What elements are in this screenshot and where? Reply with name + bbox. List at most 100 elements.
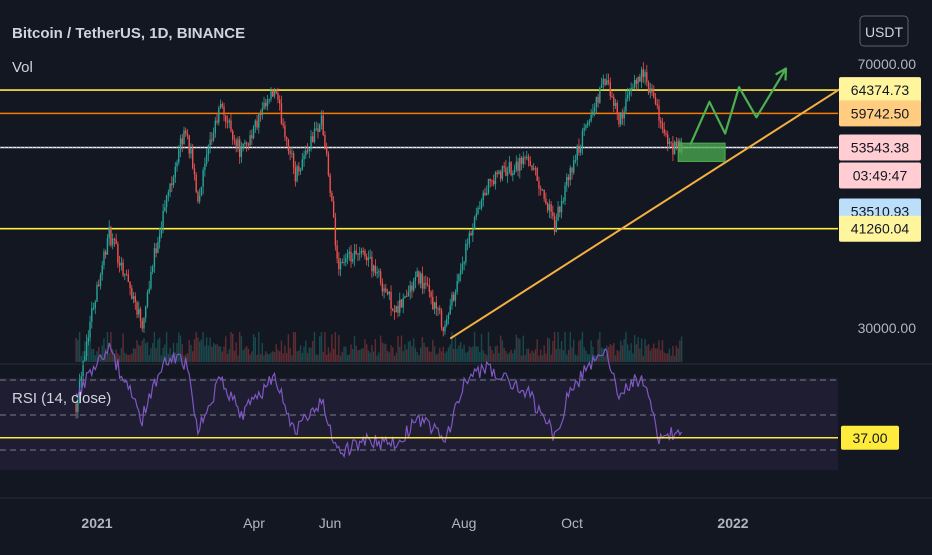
volume-bar <box>348 354 350 362</box>
volume-bar <box>265 351 267 362</box>
volume-bar <box>157 339 159 362</box>
candle-body <box>531 165 533 170</box>
candle-body <box>273 90 276 97</box>
projection-arrow[interactable] <box>689 67 788 146</box>
currency-button[interactable]: USDT <box>859 15 909 47</box>
volume-bar <box>195 332 197 362</box>
time-tick-label: 2022 <box>717 515 748 531</box>
candle-body <box>656 104 658 106</box>
candle-body <box>406 296 408 298</box>
volume-bar <box>376 355 378 362</box>
volume-bar <box>407 341 410 362</box>
candle-body <box>155 248 157 254</box>
candle-body <box>404 296 406 299</box>
volume-bar <box>334 332 337 362</box>
volume-bar <box>197 337 199 362</box>
candle-body <box>151 266 154 272</box>
volume-bar <box>421 337 424 362</box>
candle-body <box>625 98 627 112</box>
volume-bar <box>574 354 577 362</box>
volume-bar <box>155 348 157 362</box>
candle-body <box>564 185 566 201</box>
projection-path[interactable] <box>689 67 787 146</box>
candle-body <box>393 310 396 313</box>
volume-bar <box>529 353 531 362</box>
trendline-segment[interactable] <box>449 81 851 340</box>
candle-body <box>600 84 603 88</box>
candle-body <box>252 126 255 139</box>
candle-body <box>482 192 484 200</box>
candle-body <box>176 162 178 167</box>
volume-bar <box>106 332 109 362</box>
candle-body <box>515 161 518 170</box>
candle-body <box>618 112 620 125</box>
candle-body <box>348 251 350 254</box>
volume-bar <box>245 345 248 362</box>
candlestick-series <box>75 62 683 419</box>
candle-body <box>545 198 547 204</box>
volume-bar <box>416 351 418 362</box>
volume-bar <box>545 353 547 362</box>
currency-button-label[interactable]: USDT <box>865 24 904 40</box>
volume-bar <box>621 345 624 362</box>
candle-body <box>635 80 638 84</box>
volume-bar <box>383 343 385 362</box>
support-zone-box[interactable] <box>677 142 726 162</box>
volume-bar <box>503 348 505 362</box>
price-label-badge <box>839 100 921 127</box>
volume-bar <box>508 352 511 362</box>
volume-bar <box>592 346 594 362</box>
currency-button-frame[interactable] <box>859 15 909 47</box>
volume-bar <box>150 348 152 362</box>
volume-bar <box>143 338 145 362</box>
candle-body <box>435 302 437 309</box>
candle-body <box>409 285 411 293</box>
candle-body <box>576 145 578 160</box>
candle-body <box>223 106 225 116</box>
volume-bar <box>127 355 130 362</box>
volume-bar <box>240 336 243 362</box>
candle-body <box>419 273 422 284</box>
candle-body <box>369 256 371 259</box>
projection-arrowhead[interactable] <box>775 67 788 81</box>
price-label-text: 59742.50 <box>851 105 910 121</box>
volume-bar <box>104 348 107 362</box>
candle-body <box>452 294 455 301</box>
volume-bar <box>625 332 627 362</box>
time-tick-label: Apr <box>243 515 265 531</box>
trendline[interactable] <box>449 81 851 340</box>
candle-body <box>613 97 615 106</box>
volume-bar <box>644 339 646 362</box>
volume-bar <box>178 332 180 362</box>
volume-bar <box>319 336 321 362</box>
volume-bar <box>96 351 98 362</box>
volume-bar <box>273 352 276 362</box>
volume-bar <box>679 340 681 362</box>
volume-bar <box>275 344 277 362</box>
volume-bar <box>204 345 206 362</box>
candle-body <box>138 308 140 315</box>
candle-body <box>444 325 446 332</box>
candle-body <box>423 282 425 289</box>
volume-bar <box>550 354 552 362</box>
candle-body <box>374 265 377 274</box>
volume-bar <box>92 348 95 362</box>
volume-bar <box>505 350 507 362</box>
volume-bar <box>392 347 394 362</box>
volume-bar <box>345 346 347 362</box>
volume-bar <box>626 344 629 362</box>
volume-bar <box>101 345 103 362</box>
candle-body <box>339 262 342 270</box>
volume-bar <box>665 353 667 362</box>
support-zone[interactable] <box>677 142 726 162</box>
candle-body <box>268 99 270 101</box>
volume-bar <box>649 350 651 362</box>
volume-bar <box>332 348 335 362</box>
volume-bar <box>191 351 194 362</box>
candle-body <box>277 93 279 100</box>
volume-bar <box>329 352 331 362</box>
volume-bar <box>212 343 215 362</box>
volume-bar <box>477 346 479 362</box>
volume-bar <box>209 337 211 362</box>
